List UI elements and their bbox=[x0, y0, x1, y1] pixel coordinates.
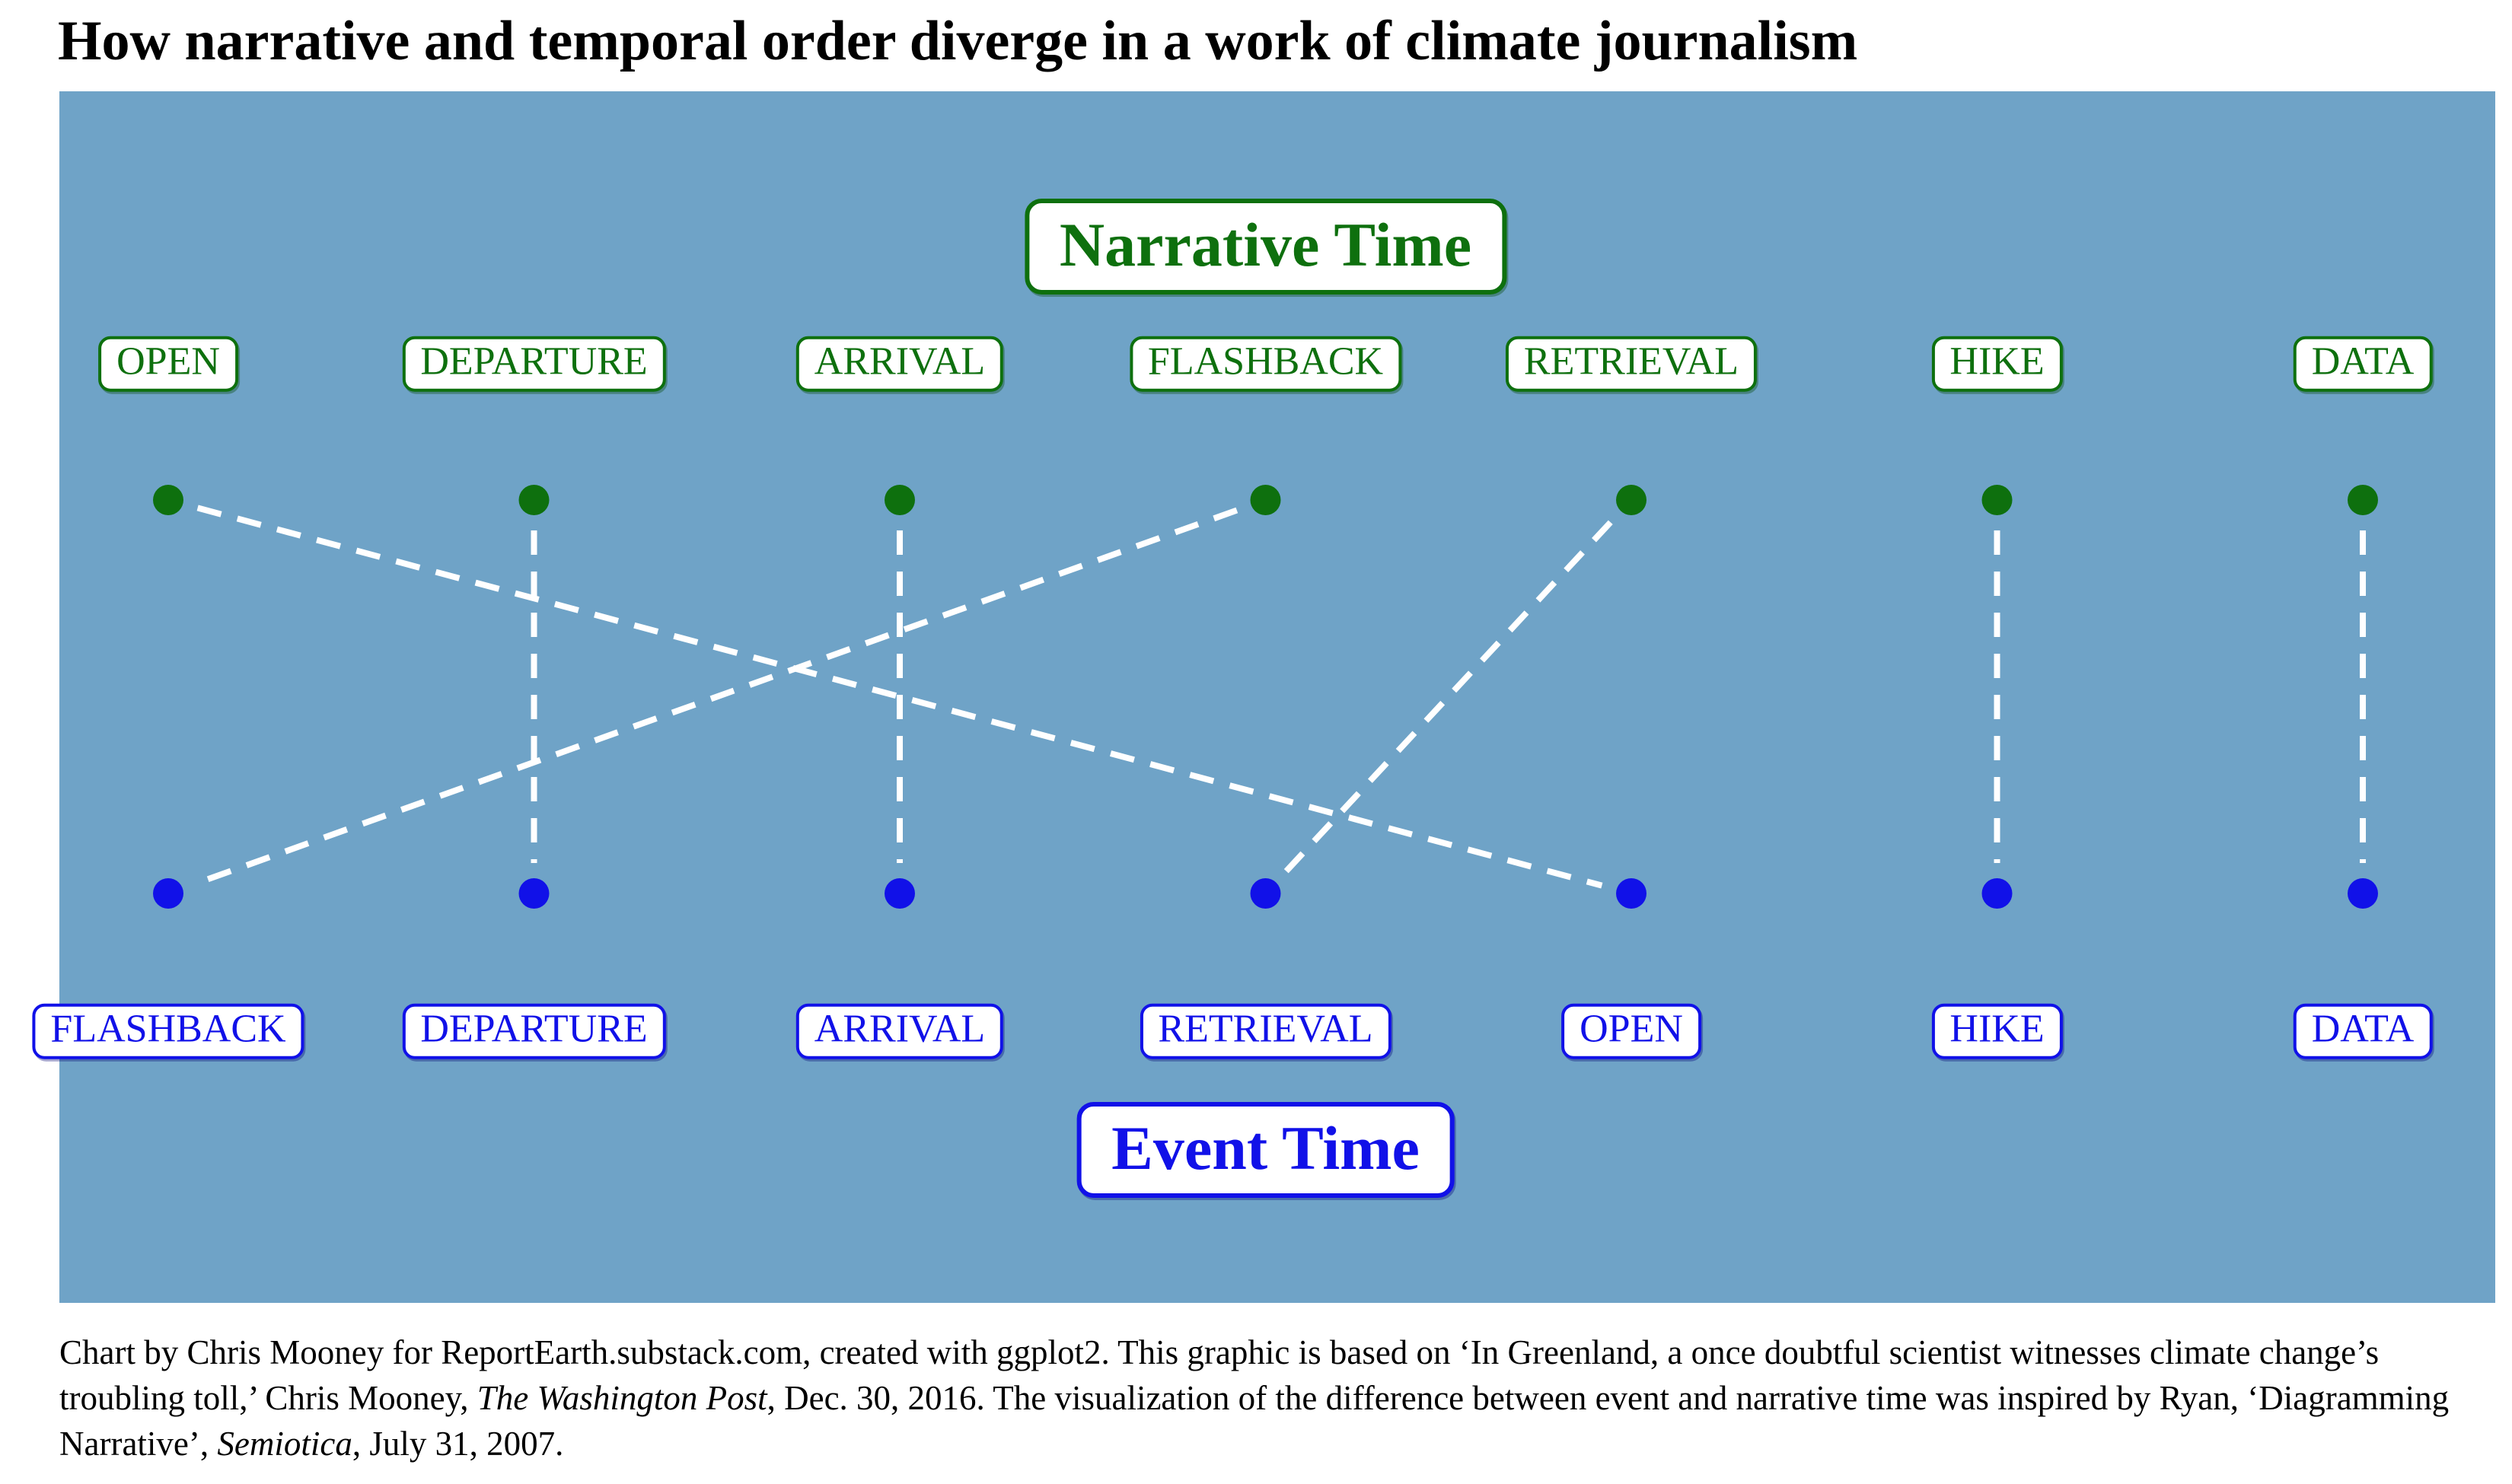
narrative-point-retrieval bbox=[1616, 485, 1647, 515]
chart-title: How narrative and temporal order diverge… bbox=[58, 10, 1858, 72]
event-point-flashback bbox=[153, 878, 183, 909]
caption-italic-segment: The Washington Post bbox=[477, 1378, 767, 1417]
narrative-point-hike bbox=[1981, 485, 2013, 515]
event-point-departure bbox=[518, 878, 550, 909]
narrative-label-arrival: ARRIVAL bbox=[795, 336, 1004, 392]
narrative-label-data: DATA bbox=[2293, 336, 2433, 392]
narrative-label-flashback: FLASHBACK bbox=[1129, 336, 1402, 392]
connector-line-open bbox=[196, 505, 1603, 889]
narrative-point-open bbox=[153, 485, 183, 515]
caption-segment: Chart by Chris Mooney for ReportEarth.su… bbox=[59, 1333, 2380, 1417]
event-point-hike bbox=[1981, 878, 2013, 909]
narrative-point-data bbox=[2348, 485, 2378, 515]
narrative-label-departure: DEPARTURE bbox=[402, 336, 666, 392]
event-label-departure: DEPARTURE bbox=[402, 1003, 666, 1059]
narrative-label-open: OPEN bbox=[98, 336, 238, 392]
event-label-flashback: FLASHBACK bbox=[32, 1003, 304, 1059]
caption-italic-segment: Semiotica bbox=[217, 1424, 352, 1463]
event-label-hike: HIKE bbox=[1931, 1003, 2063, 1059]
narrative-time-axis-label: Narrative Time bbox=[1024, 198, 1507, 295]
narrative-point-departure bbox=[518, 485, 550, 515]
event-label-open: OPEN bbox=[1561, 1003, 1701, 1059]
event-point-arrival bbox=[885, 878, 915, 909]
event-label-retrieval: RETRIEVAL bbox=[1140, 1003, 1391, 1059]
narrative-point-arrival bbox=[885, 485, 915, 515]
event-point-retrieval bbox=[1250, 878, 1281, 909]
event-point-data bbox=[2348, 878, 2378, 909]
plot-panel: Narrative Time OPEN DEPARTURE ARRIVAL FLASH… bbox=[32, 91, 2495, 1303]
connector-line-retrieval bbox=[1283, 520, 1613, 874]
narrative-label-retrieval: RETRIEVAL bbox=[1505, 336, 1758, 392]
narrative-label-hike: HIKE bbox=[1931, 336, 2063, 392]
narrative-point-flashback bbox=[1250, 485, 1281, 515]
caption-segment: , Dec. 30, 2016. The visualization of th… bbox=[59, 1378, 2450, 1463]
event-point-open bbox=[1616, 878, 1647, 909]
caption-text: Chart by Chris Mooney for ReportEarth.su… bbox=[59, 1330, 2471, 1467]
event-label-arrival: ARRIVAL bbox=[795, 1003, 1004, 1059]
event-time-axis-label: Event Time bbox=[1076, 1101, 1455, 1199]
connector-graph bbox=[153, 485, 2378, 909]
caption-segment: , July 31, 2007. bbox=[352, 1424, 564, 1463]
event-label-data: DATA bbox=[2293, 1003, 2433, 1059]
connector-line-flashback bbox=[196, 507, 1238, 887]
